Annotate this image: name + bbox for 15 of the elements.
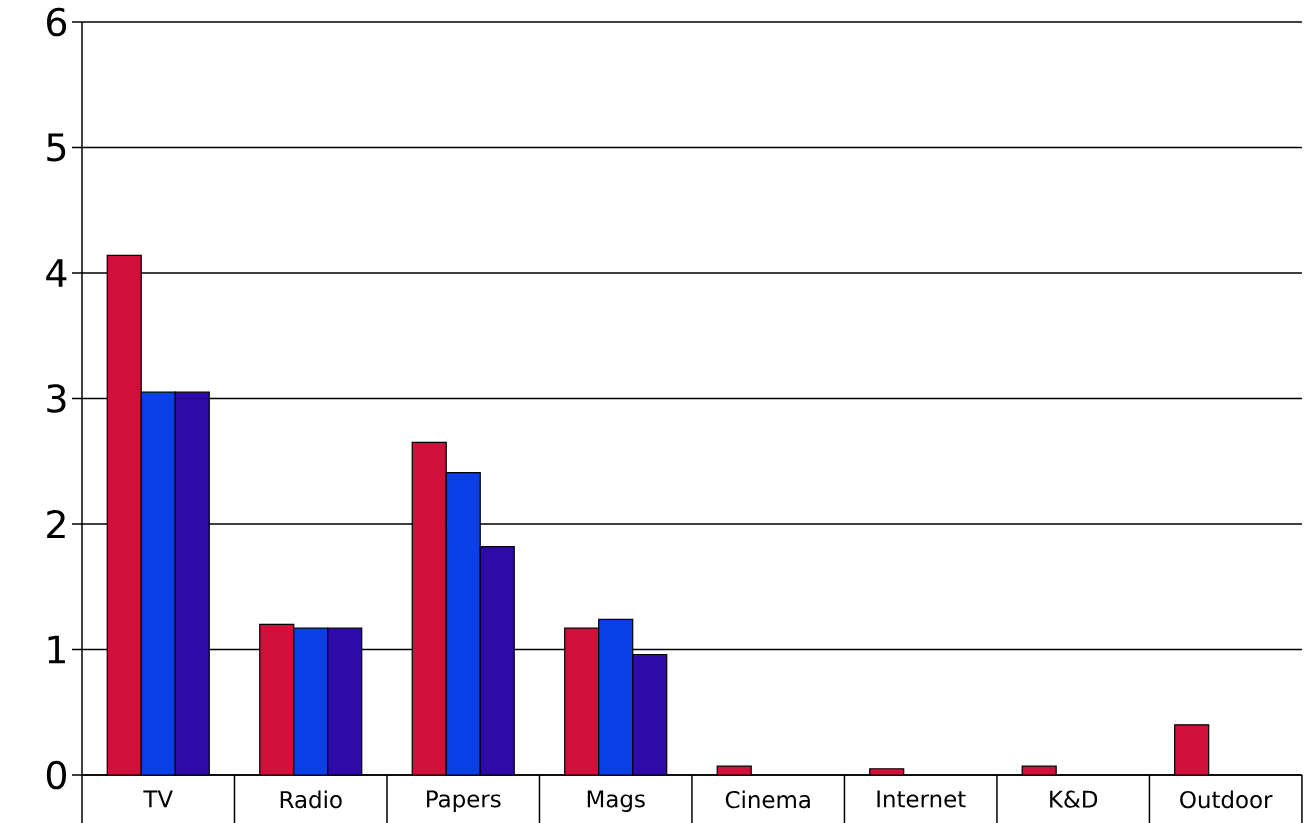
- x-tick-label: K&D: [1050, 790, 1098, 808]
- x-tick-label: Cinema: [725, 790, 810, 809]
- y-tick-label: 3: [47, 384, 66, 413]
- x-tick-label: Outdoor: [1180, 790, 1273, 809]
- y-tick-label: 4: [46, 259, 67, 287]
- y-tick-label: 5: [47, 133, 66, 162]
- x-tick-label: Internet: [877, 790, 966, 808]
- x-tick-label: Mags: [587, 790, 645, 812]
- y-tick-label: 0: [46, 760, 66, 790]
- y-tick-label: 2: [47, 509, 65, 539]
- y-tick-label: 1: [48, 635, 65, 664]
- y-tick-label: 6: [47, 7, 67, 37]
- x-tick-label: TV: [143, 790, 173, 808]
- x-tick-label: Radio: [280, 790, 342, 809]
- x-tick-label: Papers: [427, 790, 501, 812]
